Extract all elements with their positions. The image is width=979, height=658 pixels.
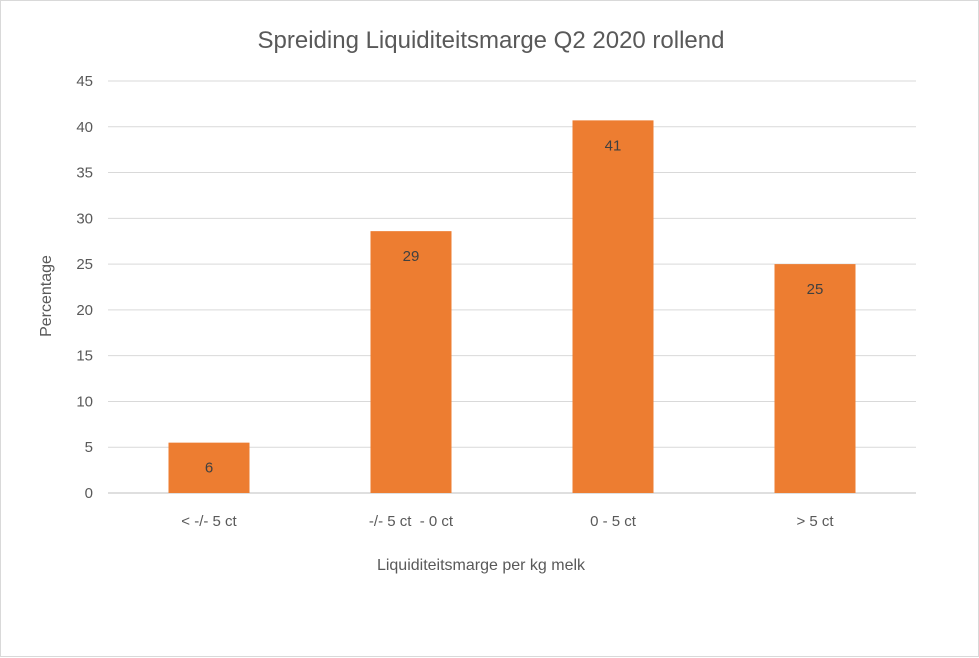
x-tick-label: < -/- 5 ct: [181, 513, 237, 530]
y-tick-label: 45: [76, 73, 93, 90]
data-label: 41: [605, 137, 622, 154]
y-tick-label: 10: [76, 393, 93, 410]
bar: [168, 442, 250, 493]
y-tick-label: 5: [85, 439, 93, 456]
chart-title: Spreiding Liquiditeitsmarge Q2 2020 roll…: [258, 27, 725, 54]
y-tick-label: 35: [76, 165, 93, 182]
bar: [572, 120, 654, 493]
x-tick-label: > 5 ct: [796, 513, 834, 530]
x-tick-label: 0 - 5 ct: [590, 513, 637, 530]
bar: [370, 231, 452, 493]
y-tick-label: 15: [76, 348, 93, 365]
y-tick-label: 30: [76, 210, 93, 227]
bars: [168, 120, 856, 493]
data-label: 25: [807, 281, 824, 298]
x-axis-ticks: < -/- 5 ct -/- 5 ct - 0 ct 0 - 5 ct > 5 ct: [181, 513, 834, 530]
x-tick-label: -/- 5 ct - 0 ct: [369, 513, 454, 530]
data-labels: 6 29 41 25: [205, 137, 824, 476]
data-label: 29: [403, 248, 420, 265]
data-label: 6: [205, 460, 213, 477]
y-tick-label: 40: [76, 119, 93, 136]
y-tick-label: 25: [76, 256, 93, 273]
bar: [774, 264, 856, 493]
y-tick-label: 20: [76, 302, 93, 319]
x-axis-title: Liquiditeitsmarge per kg melk: [377, 557, 586, 574]
y-axis-ticks: 0 5 10 15 20 25 30 35 40 45: [76, 73, 93, 502]
y-axis-title: Percentage: [38, 255, 55, 337]
y-tick-label: 0: [85, 485, 93, 502]
